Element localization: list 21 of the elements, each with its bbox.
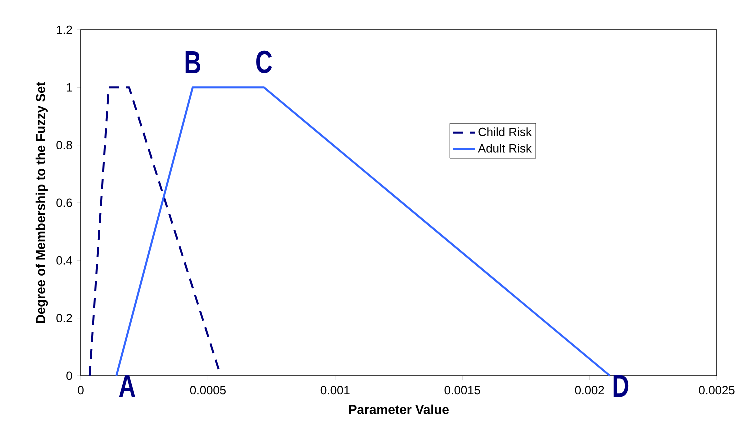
y-tick-label: 1 [67,84,72,92]
legend-label: Child Risk [478,128,532,136]
x-tick-label: 0.0005 [190,386,226,395]
x-tick-label: 0.002 [575,386,604,395]
annotation: D [614,375,629,398]
y-tick-label: 0.8 [56,141,72,150]
y-tick-label: 0.2 [56,314,72,323]
annotation: B [186,52,200,74]
y-axis-title: Degree of Membership to the Fuzzy Set [36,82,48,324]
x-tick-label: 0 [78,386,84,395]
x-tick-label: 0.0015 [444,386,480,395]
y-tick-label: 0.4 [56,256,72,265]
y-tick-label: 1.2 [57,26,72,34]
annotation: C [256,50,272,74]
y-tick-label: 0 [66,372,72,380]
annotation: A [119,375,136,398]
x-tick-label: 0.0025 [699,386,735,395]
y-tick-label: 0.6 [56,198,72,208]
legend-label: Adult Risk [478,144,532,153]
x-axis-title: Parameter Value [349,404,449,414]
x-tick-label: 0.001 [320,386,350,395]
